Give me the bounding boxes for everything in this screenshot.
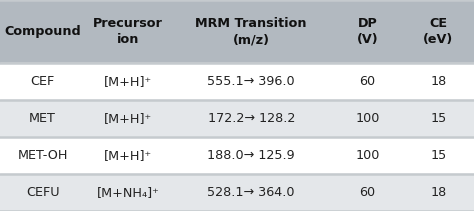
Text: 18: 18 — [430, 186, 447, 199]
Text: 15: 15 — [430, 149, 447, 162]
Text: CEFU: CEFU — [26, 186, 59, 199]
Bar — [0, 63, 474, 100]
Text: 555.1→ 396.0: 555.1→ 396.0 — [208, 75, 295, 88]
Text: CE
(eV): CE (eV) — [423, 17, 454, 46]
Bar — [0, 0, 474, 63]
Text: CEF: CEF — [30, 75, 55, 88]
Text: 100: 100 — [355, 149, 380, 162]
Text: 172.2→ 128.2: 172.2→ 128.2 — [208, 112, 295, 125]
Text: Compound: Compound — [4, 25, 81, 38]
Bar — [0, 174, 474, 211]
Text: Precursor
ion: Precursor ion — [93, 17, 163, 46]
Text: 188.0→ 125.9: 188.0→ 125.9 — [208, 149, 295, 162]
Text: 15: 15 — [430, 112, 447, 125]
Text: MET: MET — [29, 112, 56, 125]
Text: 528.1→ 364.0: 528.1→ 364.0 — [208, 186, 295, 199]
Text: [M+H]⁺: [M+H]⁺ — [104, 75, 152, 88]
Text: DP
(V): DP (V) — [356, 17, 378, 46]
Bar — [0, 137, 474, 174]
Text: MET-OH: MET-OH — [18, 149, 68, 162]
Text: 60: 60 — [359, 186, 375, 199]
Bar — [0, 100, 474, 137]
Text: 18: 18 — [430, 75, 447, 88]
Text: [M+H]⁺: [M+H]⁺ — [104, 149, 152, 162]
Text: MRM Transition
(m/z): MRM Transition (m/z) — [195, 17, 307, 46]
Text: [M+NH₄]⁺: [M+NH₄]⁺ — [97, 186, 159, 199]
Text: [M+H]⁺: [M+H]⁺ — [104, 112, 152, 125]
Text: 60: 60 — [359, 75, 375, 88]
Text: 100: 100 — [355, 112, 380, 125]
